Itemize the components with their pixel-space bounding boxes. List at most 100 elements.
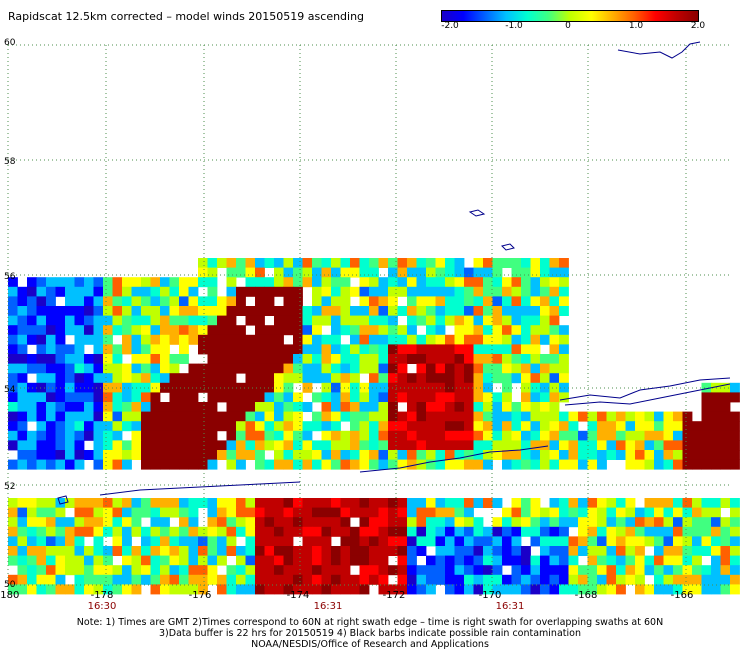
- wind-cell: [312, 546, 322, 556]
- wind-cell: [122, 286, 132, 297]
- wind-cell: [283, 430, 294, 441]
- wind-cell: [454, 421, 465, 432]
- wind-cell: [445, 584, 455, 595]
- wind-cell: [236, 267, 246, 278]
- wind-cell: [350, 334, 360, 345]
- wind-cell: [407, 555, 417, 566]
- wind-cell: [350, 373, 360, 384]
- wind-cell: [359, 354, 370, 364]
- wind-cell: [112, 498, 123, 508]
- wind-cell: [65, 315, 75, 326]
- wind-cell: [492, 565, 503, 576]
- wind-cell: [207, 258, 218, 268]
- wind-cell: [207, 517, 218, 528]
- wind-cell: [616, 421, 626, 432]
- wind-cell: [492, 450, 503, 460]
- wind-cell: [207, 277, 218, 288]
- wind-cell: [131, 354, 142, 364]
- wind-cell: [274, 315, 284, 326]
- wind-cell: [141, 459, 151, 470]
- wind-cell: [93, 334, 104, 345]
- wind-cell: [454, 277, 465, 288]
- wind-cell: [293, 574, 303, 585]
- wind-cell: [264, 325, 275, 336]
- wind-cell: [331, 498, 341, 508]
- wind-cell: [255, 334, 265, 345]
- wind-cell: [483, 344, 493, 355]
- wind-cell: [27, 555, 37, 566]
- wind-cell: [445, 354, 455, 364]
- wind-cell: [169, 536, 180, 547]
- wind-cell: [654, 526, 664, 537]
- wind-cell: [331, 382, 341, 393]
- wind-cell: [321, 430, 332, 441]
- wind-cell: [226, 411, 237, 422]
- wind-cell: [150, 459, 161, 470]
- wind-cell: [283, 517, 294, 528]
- wind-cell: [711, 517, 721, 528]
- wind-cell: [426, 430, 436, 441]
- wind-cell: [264, 536, 275, 547]
- wind-cell: [616, 565, 626, 576]
- wind-cell: [369, 267, 379, 278]
- wind-cell: [8, 392, 18, 403]
- wind-cell: [150, 354, 161, 364]
- wind-cell: [435, 450, 446, 460]
- wind-cell: [454, 411, 465, 422]
- wind-cell: [65, 306, 75, 316]
- wind-cell: [84, 565, 94, 576]
- wind-cell: [245, 507, 256, 518]
- wind-cell: [454, 382, 465, 393]
- wind-cell: [502, 507, 512, 518]
- wind-cell: [521, 584, 531, 595]
- wind-cell: [255, 507, 265, 518]
- wind-cell: [369, 459, 379, 470]
- wind-cell: [730, 555, 740, 566]
- wind-cell: [217, 373, 227, 384]
- wind-cell: [549, 344, 560, 355]
- wind-cell: [179, 354, 189, 364]
- wind-cell: [426, 354, 436, 364]
- wind-cell: [245, 382, 256, 393]
- wind-cell: [445, 334, 455, 345]
- wind-cell: [17, 392, 28, 403]
- wind-cell: [46, 430, 56, 441]
- wind-cell: [663, 421, 674, 432]
- wind-cell: [530, 584, 541, 595]
- coastline-peninsula: [559, 377, 731, 401]
- wind-cell: [141, 392, 151, 403]
- wind-cell: [179, 382, 189, 393]
- wind-cell: [445, 363, 455, 374]
- wind-cell: [416, 258, 427, 268]
- wind-cell: [369, 258, 379, 268]
- wind-cell: [103, 565, 113, 576]
- wind-cell: [378, 286, 389, 297]
- wind-cell: [388, 306, 398, 316]
- wind-cell: [65, 584, 75, 595]
- wind-cell: [103, 555, 113, 566]
- wind-cell: [274, 411, 284, 422]
- wind-cell: [302, 402, 313, 412]
- wind-cell: [635, 430, 645, 441]
- wind-cell: [483, 440, 493, 451]
- note-line-2: 3)Data buffer is 22 hrs for 20150519 4) …: [159, 628, 581, 639]
- wind-cell: [502, 546, 512, 556]
- wind-cell: [331, 421, 341, 432]
- wind-cell: [93, 325, 104, 336]
- wind-cell: [103, 584, 113, 595]
- wind-cell: [502, 526, 512, 537]
- wind-cell: [483, 498, 493, 508]
- wind-cell: [226, 459, 237, 470]
- wind-cell: [644, 459, 655, 470]
- wind-cell: [454, 440, 465, 451]
- wind-cell: [540, 296, 550, 307]
- wind-cell: [359, 363, 370, 374]
- wind-cell: [587, 421, 598, 432]
- wind-cell: [635, 411, 645, 422]
- wind-cell: [473, 315, 484, 326]
- wind-cell: [321, 546, 332, 556]
- wind-cell: [549, 430, 560, 441]
- wind-cell: [36, 546, 47, 556]
- wind-cell: [74, 382, 85, 393]
- wind-cell: [27, 402, 37, 412]
